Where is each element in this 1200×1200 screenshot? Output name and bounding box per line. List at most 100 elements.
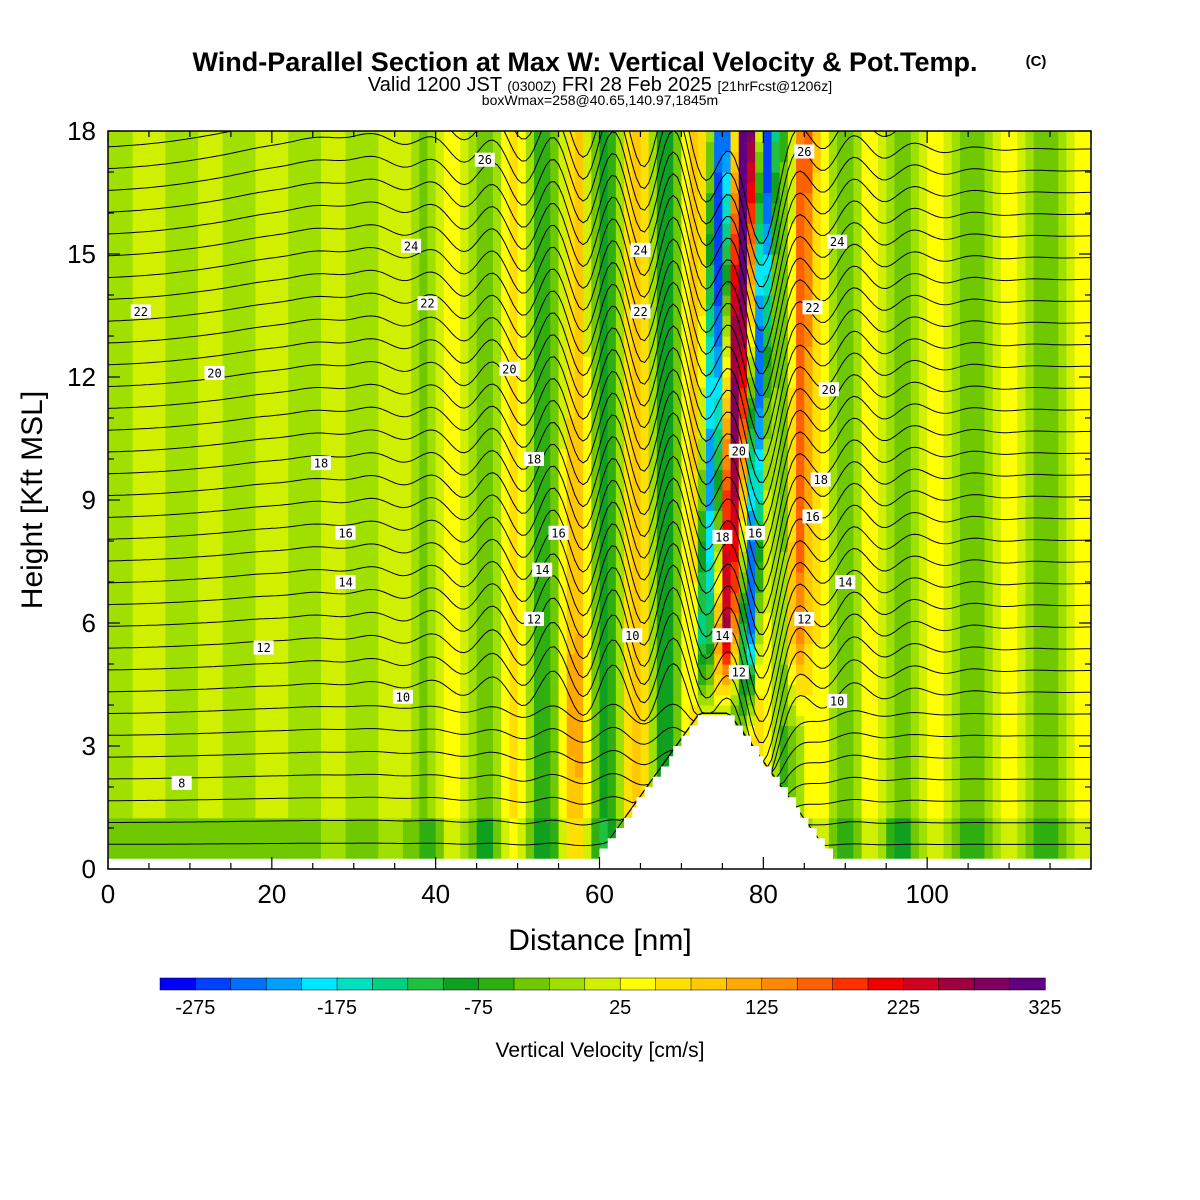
w-cell [181,797,191,809]
w-cell [124,336,134,347]
w-cell [345,715,355,727]
w-cell [140,377,150,388]
w-cell [132,325,142,337]
w-cell [656,725,666,737]
w-cell [583,438,592,450]
w-cell [583,182,592,194]
w-cell [533,766,543,778]
w-cell [476,602,486,614]
w-cell [484,315,494,327]
w-cell [443,807,453,819]
w-cell [181,602,191,614]
w-cell [542,766,551,778]
w-cell [648,182,658,194]
w-cell [304,807,314,819]
w-cell [656,643,666,655]
w-cell [533,192,543,204]
w-cell [296,561,306,573]
w-cell [288,664,298,675]
w-cell [632,397,642,409]
w-cell [550,428,560,440]
w-cell [583,223,592,235]
w-cell [312,715,322,727]
w-cell [411,551,420,563]
w-cell [386,243,396,255]
w-cell [484,213,494,224]
w-cell [419,776,429,788]
w-cell [271,141,281,153]
w-cell [624,715,633,727]
w-cell [329,182,338,194]
w-cell [558,325,568,337]
w-cell [222,325,232,337]
w-cell [402,561,412,573]
w-cell [394,510,404,522]
w-cell [517,541,527,552]
w-cell [656,746,666,757]
w-cell [181,438,191,450]
w-cell [419,469,429,481]
w-cell [427,807,437,819]
w-cell [230,131,240,142]
w-cell [427,520,437,532]
w-cell [411,602,420,614]
w-cell [181,715,191,727]
w-cell [361,469,371,481]
w-cell [566,428,576,440]
w-cell [189,305,199,317]
w-cell [550,479,560,491]
w-cell [296,161,306,173]
w-cell [230,848,240,860]
w-cell [632,582,642,593]
w-cell [255,582,265,593]
w-cell [378,684,388,696]
w-cell [198,561,207,573]
w-cell [361,387,371,399]
w-cell [214,407,224,419]
w-cell [394,715,404,727]
w-cell [402,807,412,819]
w-cell [320,797,330,809]
w-cell [288,438,298,450]
w-cell [574,202,584,214]
w-cell [296,182,306,194]
w-cell [665,274,674,286]
w-cell [329,530,338,542]
w-cell [337,274,347,286]
w-cell [665,623,674,634]
w-cell [443,223,453,235]
w-cell [591,325,601,337]
w-cell [198,653,207,665]
w-cell [329,459,338,470]
w-cell [116,131,125,142]
w-cell [509,172,519,183]
w-cell [583,582,592,593]
w-cell [157,223,166,235]
w-cell [566,561,576,573]
w-cell [320,643,330,655]
w-cell [656,274,666,286]
w-cell [624,407,633,419]
w-cell [320,551,330,563]
w-cell [542,295,551,306]
w-cell [370,643,379,655]
w-cell [247,541,257,552]
w-cell [329,766,338,778]
w-cell [517,161,527,173]
w-cell [255,756,265,768]
w-cell [435,161,445,173]
w-cell [394,284,404,296]
w-cell [493,141,502,153]
w-cell [157,387,166,399]
w-cell [386,264,396,276]
w-cell [591,633,601,645]
w-cell [329,305,338,317]
w-cell [591,161,601,173]
w-cell [271,530,281,542]
w-cell [583,202,592,214]
w-cell [411,756,420,768]
w-cell [509,684,519,696]
w-cell [435,633,445,645]
w-cell [427,725,437,737]
w-cell [501,746,510,757]
